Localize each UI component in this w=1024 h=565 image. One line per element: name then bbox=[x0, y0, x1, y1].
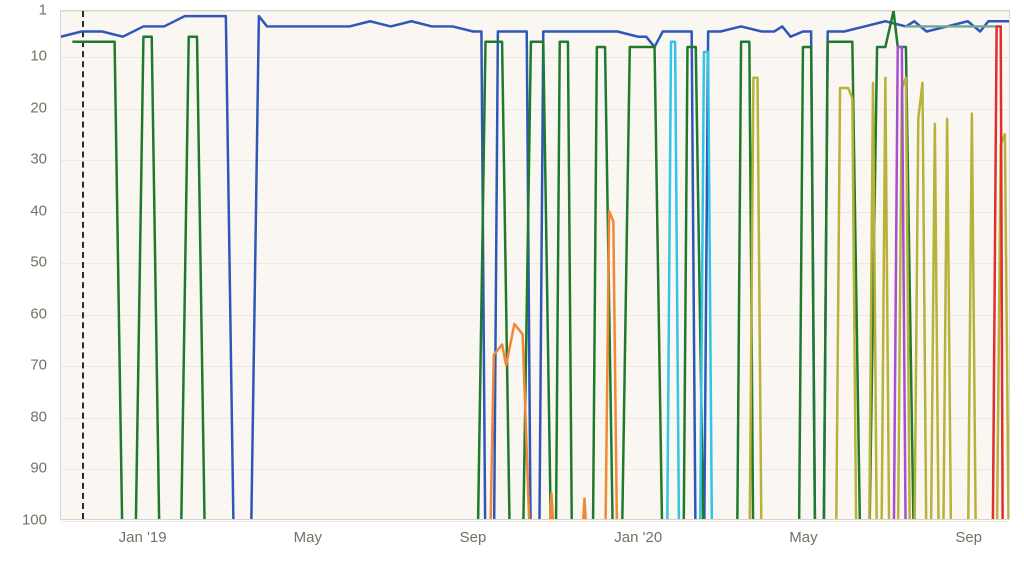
chart-lines bbox=[61, 11, 1009, 519]
y-tick-label: 60 bbox=[30, 305, 47, 322]
y-tick-label: 1 bbox=[39, 2, 47, 19]
y-tick-label: 30 bbox=[30, 151, 47, 168]
plot-area bbox=[60, 10, 1010, 520]
x-axis: Jan '19 May Sep Jan '20 May Sep bbox=[60, 525, 1010, 555]
y-tick-label: 40 bbox=[30, 202, 47, 219]
x-tick-label: Jan '19 bbox=[119, 529, 167, 546]
y-axis: 1102030405060708090100 bbox=[0, 10, 55, 520]
y-tick-label: 50 bbox=[30, 254, 47, 271]
y-tick-label: 80 bbox=[30, 408, 47, 425]
x-tick-label: May bbox=[294, 529, 322, 546]
series-olive bbox=[749, 78, 1009, 519]
y-tick-label: 70 bbox=[30, 357, 47, 374]
y-tick-label: 10 bbox=[30, 48, 47, 65]
y-tick-label: 20 bbox=[30, 99, 47, 116]
gridline bbox=[61, 521, 1009, 522]
ranking-line-chart: 1102030405060708090100 Jan '19MaySepJan … bbox=[0, 0, 1024, 565]
y-tick-label: 100 bbox=[22, 512, 47, 529]
x-tick-label: Sep bbox=[460, 529, 487, 546]
y-tick-label: 90 bbox=[30, 460, 47, 477]
x-tick-label: Jan '20 bbox=[614, 529, 662, 546]
x-tick-label: Sep bbox=[955, 529, 982, 546]
x-tick-label: May bbox=[789, 529, 817, 546]
